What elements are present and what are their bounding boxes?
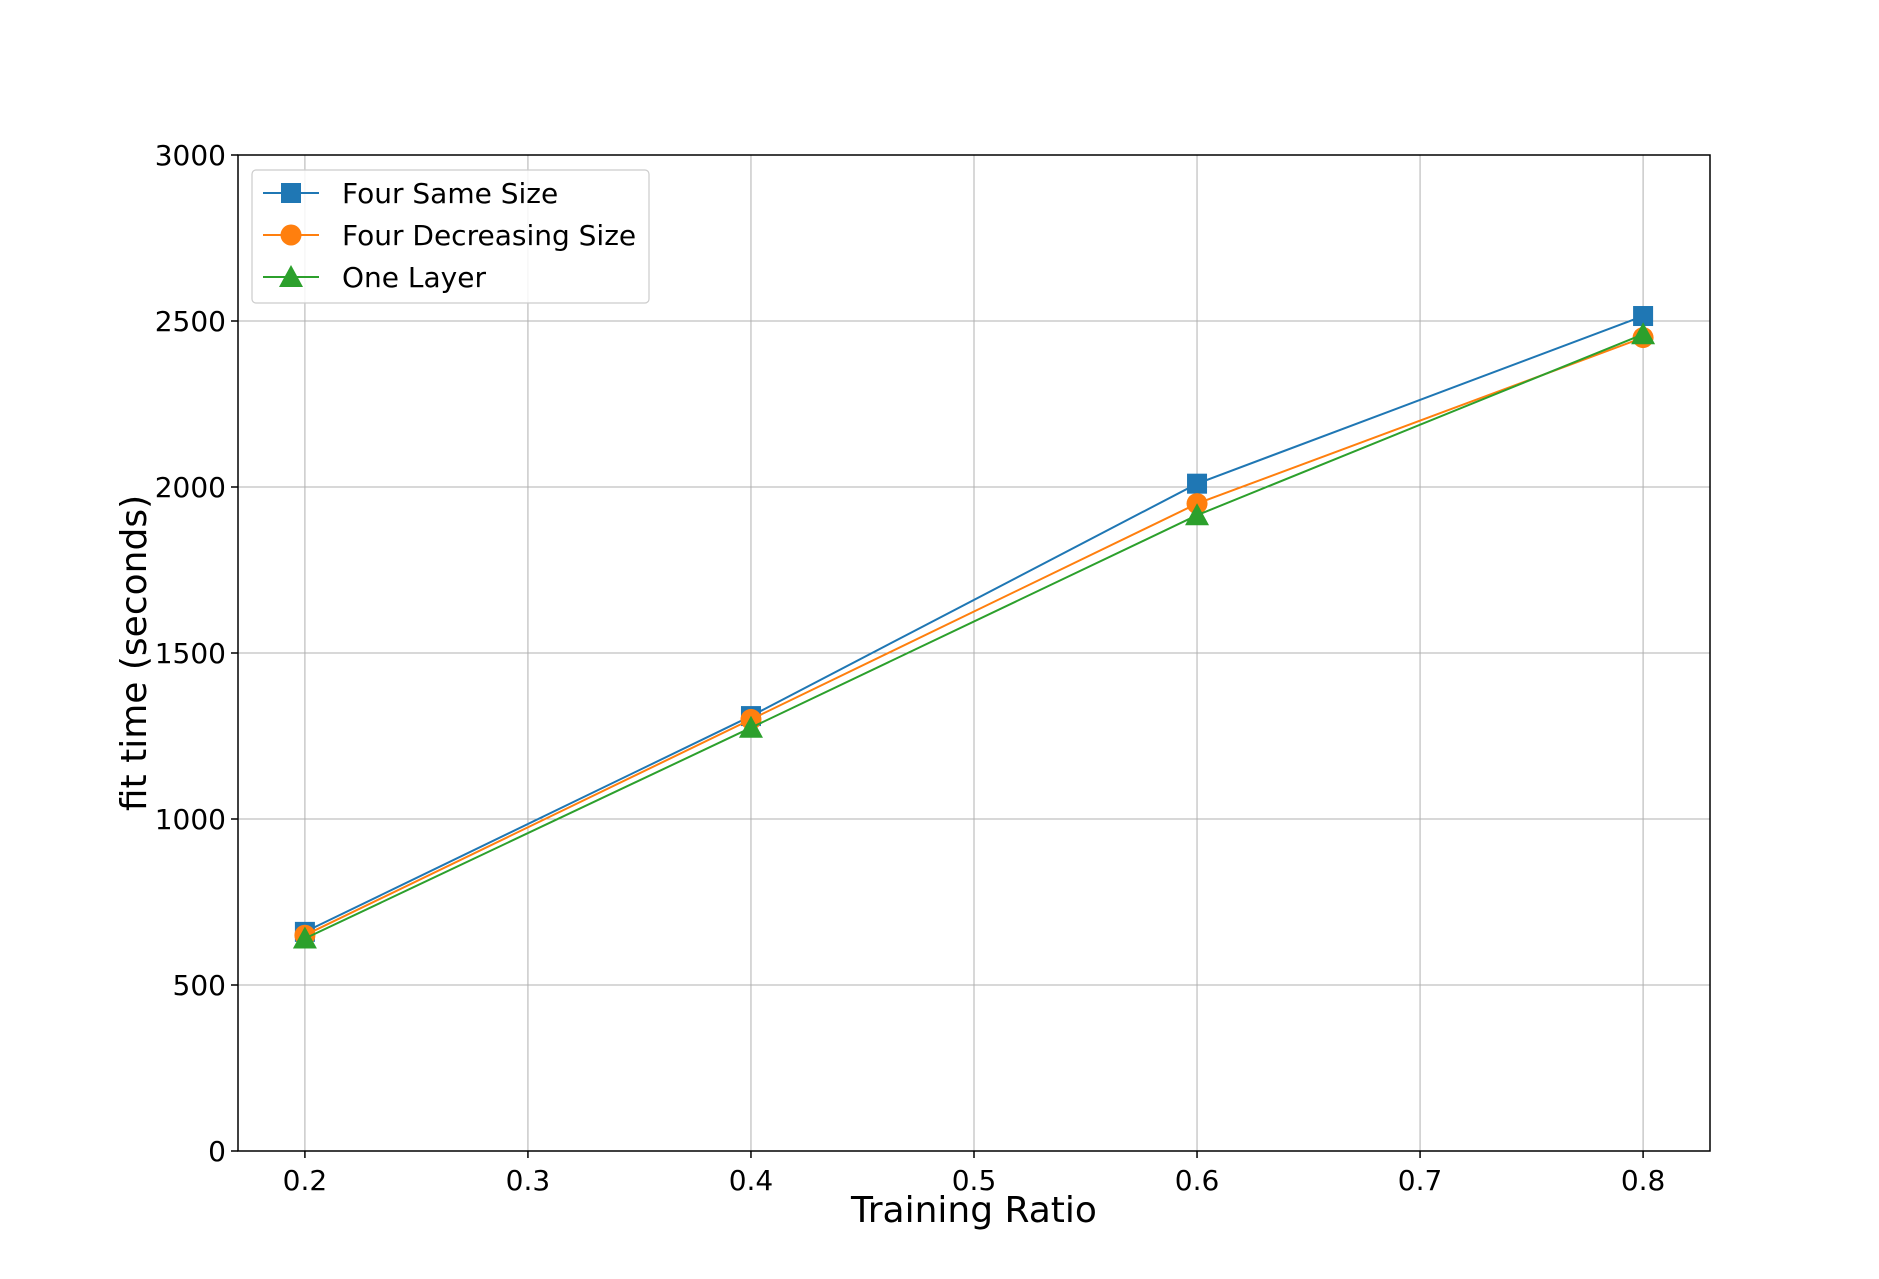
series-line xyxy=(304,333,1644,940)
x-tick-label: 0.6 xyxy=(1175,1164,1220,1197)
data-point xyxy=(738,715,763,738)
legend-box xyxy=(251,169,650,304)
legend-label: Four Same Size xyxy=(342,177,558,210)
x-tick-label: 0.7 xyxy=(1398,1164,1443,1197)
data-point xyxy=(1187,473,1208,494)
series-layer xyxy=(292,306,1656,949)
y-tick-label: 3000 xyxy=(155,139,226,172)
legend: Four Same Size Four Decreasing Size One La… xyxy=(251,169,650,304)
data-point xyxy=(292,926,317,949)
y-tick-label: 1500 xyxy=(155,637,226,670)
x-tick-label: 0.4 xyxy=(729,1164,774,1197)
x-tick-label: 0.2 xyxy=(283,1164,328,1197)
series-line xyxy=(304,336,1644,937)
x-axis-title: Training Ratio xyxy=(850,1190,1097,1231)
series-2 xyxy=(292,322,1656,949)
data-point xyxy=(1631,322,1656,345)
data-point xyxy=(1633,306,1654,327)
x-tick-label: 0.3 xyxy=(506,1164,551,1197)
x-tick-label: 0.8 xyxy=(1621,1164,1666,1197)
legend-entry: Four Same Size xyxy=(263,177,558,210)
data-point xyxy=(1185,503,1210,526)
y-tick-label: 2500 xyxy=(155,305,226,338)
series-line xyxy=(304,315,1644,933)
axis-ticks: 0.2 0.3 0.4 0.5 0.6 0.7 0.8 0 500 1000 1500 2000 250… xyxy=(155,139,1666,1197)
legend-marker xyxy=(279,265,303,287)
y-tick-label: 2000 xyxy=(155,471,226,504)
y-axis-title: fit time (seconds) xyxy=(114,495,155,811)
y-tick-label: 0 xyxy=(208,1135,226,1168)
legend-entry: Four Decreasing Size xyxy=(263,219,636,252)
legend-label: One Layer xyxy=(342,261,486,294)
y-tick-label: 1000 xyxy=(155,803,226,836)
grid xyxy=(238,154,1710,1152)
legend-entry: One Layer xyxy=(263,261,486,294)
legend-marker xyxy=(281,183,301,203)
legend-marker xyxy=(280,224,302,246)
x-tick-label: 0.5 xyxy=(952,1164,997,1197)
legend-label: Four Decreasing Size xyxy=(342,219,636,252)
y-tick-label: 500 xyxy=(173,969,226,1002)
